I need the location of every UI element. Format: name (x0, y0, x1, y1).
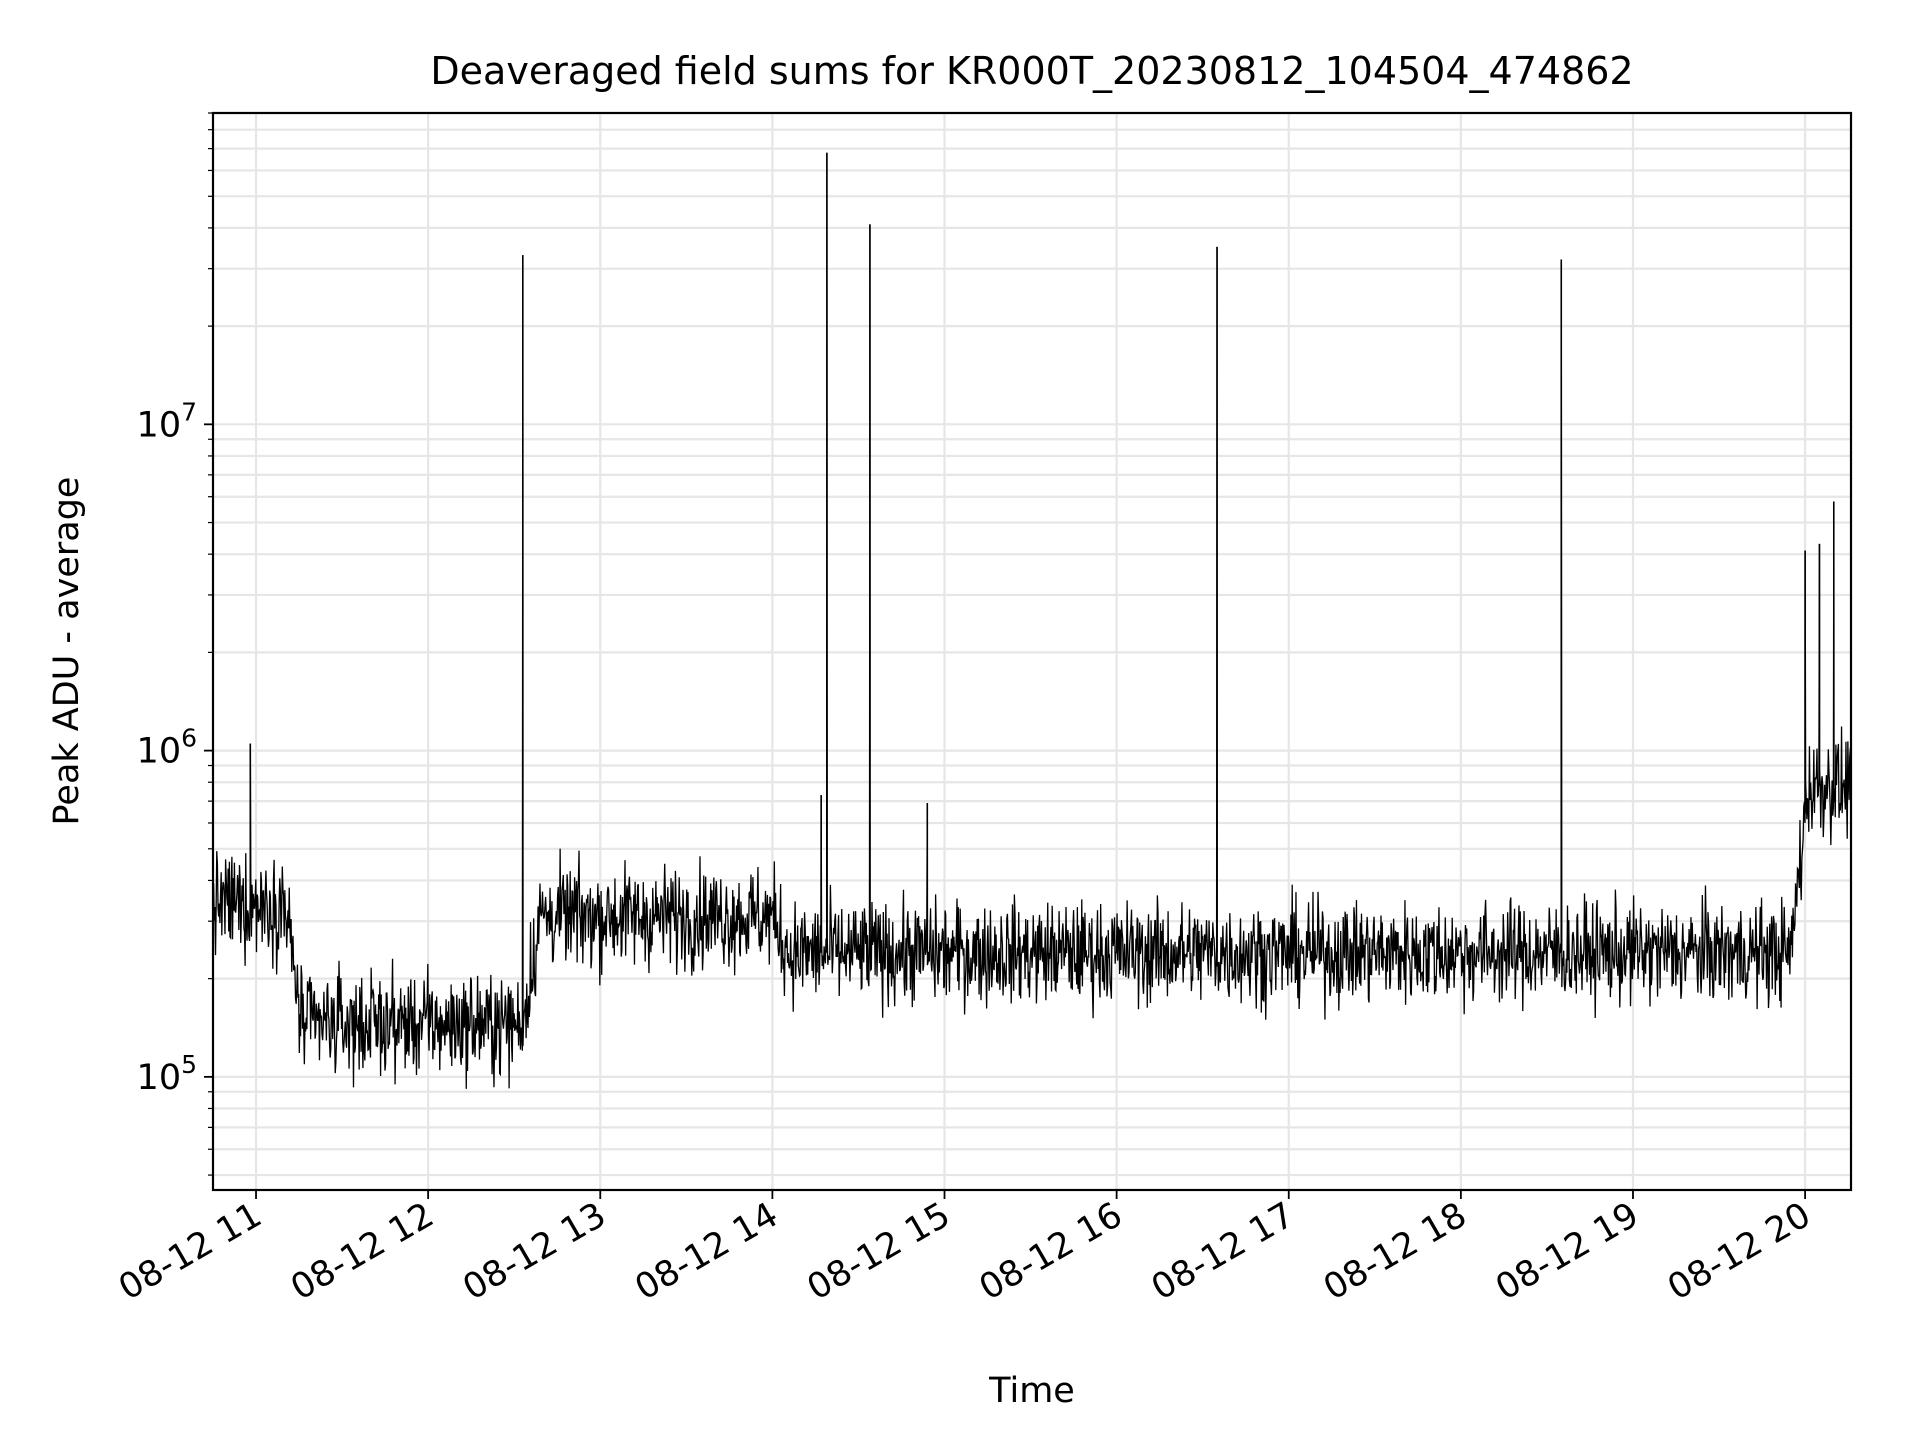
plot-frame (211, 111, 1853, 1192)
grid (213, 111, 1851, 1190)
chart-title: Deaveraged field sums for KR000T_2023081… (430, 49, 1633, 93)
y-tick-exponent: 5 (181, 1050, 197, 1079)
series-layer (212, 152, 1852, 1089)
y-axis-label: Peak ADU - average (47, 477, 87, 826)
x-axis-label: Time (988, 1371, 1075, 1411)
y-tick-exponent: 7 (181, 397, 197, 426)
series-line (212, 152, 1852, 1089)
y-tick-exponent: 6 (181, 724, 197, 753)
